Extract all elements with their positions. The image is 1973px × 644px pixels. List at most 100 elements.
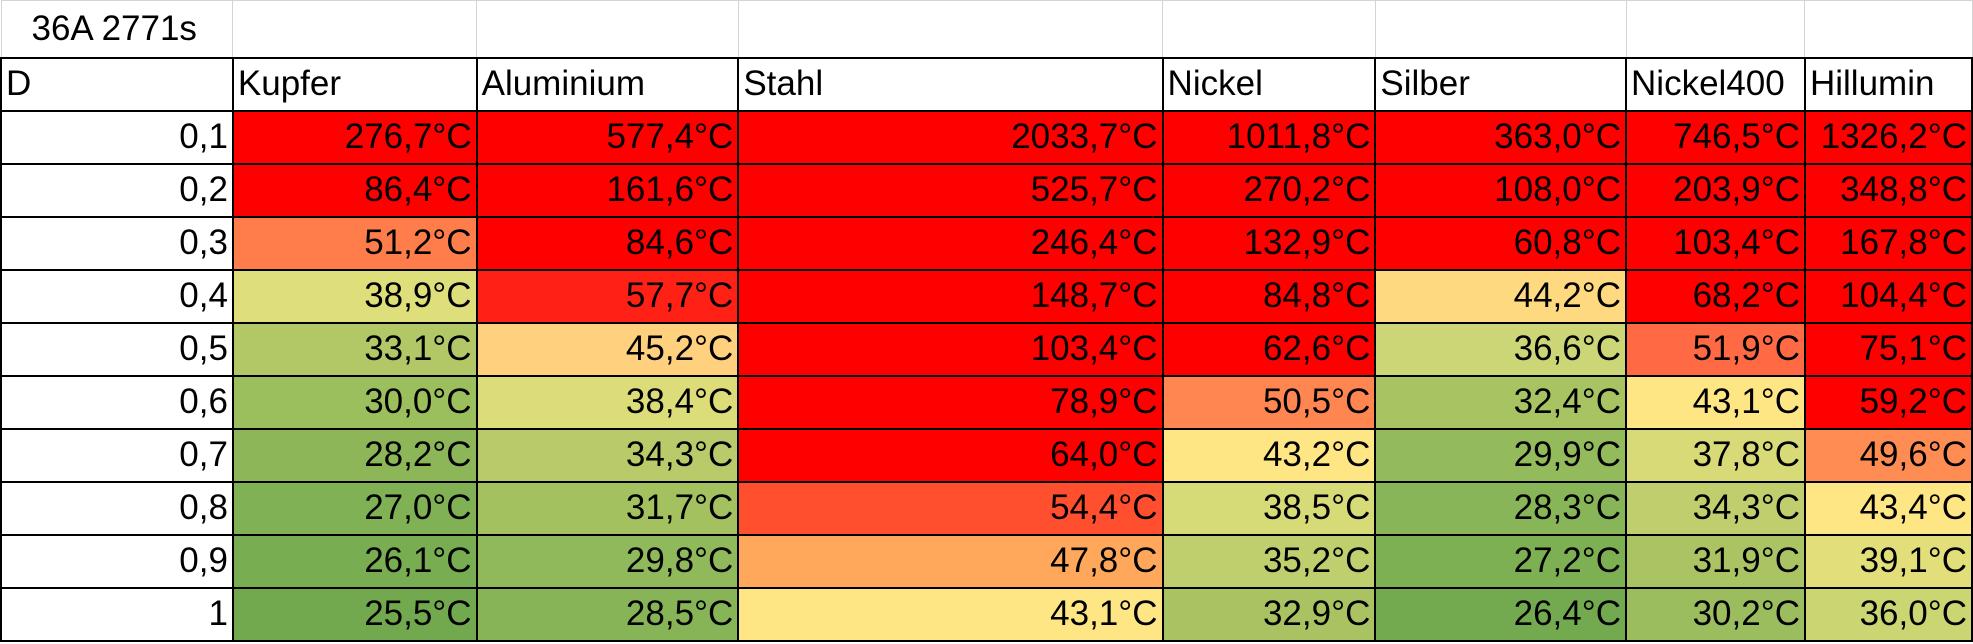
temperature-cell[interactable]: 132,9°C [1161, 215, 1377, 271]
header-cell-aluminium[interactable]: Aluminium [475, 56, 740, 112]
temperature-cell[interactable]: 64,0°C [737, 427, 1164, 483]
temperature-cell[interactable]: 43,4°C [1803, 480, 1973, 536]
temperature-cell[interactable]: 203,9°C [1625, 162, 1806, 218]
temperature-cell[interactable]: 246,4°C [737, 215, 1164, 271]
temperature-cell[interactable]: 30,0°C [231, 374, 478, 430]
header-cell-d[interactable]: D [0, 56, 234, 112]
temperature-cell[interactable]: 31,9°C [1625, 533, 1806, 589]
temperature-cell[interactable]: 276,7°C [231, 109, 478, 165]
temperature-cell[interactable]: 363,0°C [1374, 109, 1628, 165]
temperature-cell[interactable]: 36,0°C [1803, 586, 1973, 642]
empty-cell[interactable] [1374, 0, 1627, 58]
temperature-cell[interactable]: 28,5°C [475, 586, 740, 642]
temperature-cell[interactable]: 270,2°C [1161, 162, 1377, 218]
temperature-cell[interactable]: 29,8°C [475, 533, 740, 589]
temperature-cell[interactable]: 25,5°C [231, 586, 478, 642]
temperature-cell[interactable]: 75,1°C [1803, 321, 1973, 377]
row-label-cell[interactable]: 1 [0, 586, 234, 642]
temperature-cell[interactable]: 27,2°C [1374, 533, 1628, 589]
header-cell-hillumin[interactable]: Hillumin [1803, 56, 1973, 112]
temperature-cell[interactable]: 49,6°C [1803, 427, 1973, 483]
temperature-cell[interactable]: 161,6°C [475, 162, 740, 218]
table-row: 0,1 276,7°C 577,4°C 2033,7°C 1011,8°C 363,0°C… [0, 109, 1973, 165]
table-row: 1 25,5°C 28,5°C 43,1°C 32,9°C 26,4°C 30,2°C 36,… [0, 586, 1973, 642]
temperature-cell[interactable]: 103,4°C [1625, 215, 1806, 271]
row-label-cell[interactable]: 0,3 [0, 215, 234, 271]
temperature-cell[interactable]: 32,4°C [1374, 374, 1628, 430]
temperature-cell[interactable]: 26,1°C [231, 533, 478, 589]
temperature-cell[interactable]: 27,0°C [231, 480, 478, 536]
temperature-cell[interactable]: 103,4°C [737, 321, 1164, 377]
temperature-cell[interactable]: 32,9°C [1161, 586, 1377, 642]
temperature-cell[interactable]: 34,3°C [1625, 480, 1806, 536]
temperature-cell[interactable]: 43,2°C [1161, 427, 1377, 483]
temperature-cell[interactable]: 43,1°C [737, 586, 1164, 642]
header-cell-stahl[interactable]: Stahl [737, 56, 1164, 112]
temperature-cell[interactable]: 1326,2°C [1803, 109, 1973, 165]
temperature-cell[interactable]: 108,0°C [1374, 162, 1628, 218]
header-cell-nickel[interactable]: Nickel [1161, 56, 1377, 112]
table-row: 0,8 27,0°C 31,7°C 54,4°C 38,5°C 28,3°C 34,3°C 4… [0, 480, 1973, 536]
row-label-cell[interactable]: 0,4 [0, 268, 234, 324]
temperature-cell[interactable]: 84,6°C [475, 215, 740, 271]
temperature-cell[interactable]: 38,9°C [231, 268, 478, 324]
header-row: D Kupfer Aluminium Stahl Nickel Silber N… [0, 56, 1973, 112]
temperature-cell[interactable]: 38,4°C [475, 374, 740, 430]
temperature-cell[interactable]: 37,8°C [1625, 427, 1806, 483]
temperature-cell[interactable]: 86,4°C [231, 162, 478, 218]
row-label-cell[interactable]: 0,2 [0, 162, 234, 218]
row-label-cell[interactable]: 0,1 [0, 109, 234, 165]
header-cell-kupfer[interactable]: Kupfer [231, 56, 478, 112]
temperature-cell[interactable]: 35,2°C [1161, 533, 1377, 589]
header-cell-nickel400[interactable]: Nickel400 [1625, 56, 1806, 112]
empty-cell[interactable] [1162, 0, 1376, 58]
temperature-cell[interactable]: 28,3°C [1374, 480, 1628, 536]
temperature-cell[interactable]: 30,2°C [1625, 586, 1806, 642]
temperature-cell[interactable]: 36,6°C [1374, 321, 1628, 377]
row-label-cell[interactable]: 0,6 [0, 374, 234, 430]
temperature-cell[interactable]: 104,4°C [1803, 268, 1973, 324]
row-label-cell[interactable]: 0,8 [0, 480, 234, 536]
temperature-cell[interactable]: 348,8°C [1803, 162, 1973, 218]
empty-cell[interactable] [737, 0, 1164, 58]
temperature-cell[interactable]: 45,2°C [475, 321, 740, 377]
empty-cell[interactable] [232, 0, 478, 58]
row-label-cell[interactable]: 0,9 [0, 533, 234, 589]
temperature-cell[interactable]: 50,5°C [1161, 374, 1377, 430]
temperature-cell[interactable]: 43,1°C [1625, 374, 1806, 430]
temperature-cell[interactable]: 2033,7°C [737, 109, 1164, 165]
temperature-cell[interactable]: 57,7°C [475, 268, 740, 324]
empty-cell[interactable] [1625, 0, 1806, 58]
temperature-cell[interactable]: 1011,8°C [1161, 109, 1377, 165]
empty-cell[interactable] [1804, 0, 1973, 58]
temperature-cell[interactable]: 34,3°C [475, 427, 740, 483]
temperature-cell[interactable]: 148,7°C [737, 268, 1164, 324]
temperature-cell[interactable]: 62,6°C [1161, 321, 1377, 377]
temperature-cell[interactable]: 78,9°C [737, 374, 1164, 430]
temperature-cell[interactable]: 68,2°C [1625, 268, 1806, 324]
temperature-cell[interactable]: 47,8°C [737, 533, 1164, 589]
temperature-cell[interactable]: 44,2°C [1374, 268, 1628, 324]
temperature-cell[interactable]: 38,5°C [1161, 480, 1377, 536]
temperature-cell[interactable]: 51,2°C [231, 215, 478, 271]
row-label-cell[interactable]: 0,5 [0, 321, 234, 377]
temperature-cell[interactable]: 59,2°C [1803, 374, 1973, 430]
temperature-cell[interactable]: 60,8°C [1374, 215, 1628, 271]
temperature-cell[interactable]: 525,7°C [737, 162, 1164, 218]
empty-cell[interactable] [476, 0, 739, 58]
temperature-cell[interactable]: 29,9°C [1374, 427, 1628, 483]
temperature-cell[interactable]: 167,8°C [1803, 215, 1973, 271]
temperature-cell[interactable]: 28,2°C [231, 427, 478, 483]
temperature-cell[interactable]: 577,4°C [475, 109, 740, 165]
sheet-title-cell[interactable]: 36A 2771s [0, 0, 234, 58]
temperature-cell[interactable]: 54,4°C [737, 480, 1164, 536]
header-cell-silber[interactable]: Silber [1374, 56, 1628, 112]
temperature-cell[interactable]: 33,1°C [231, 321, 478, 377]
row-label-cell[interactable]: 0,7 [0, 427, 234, 483]
temperature-cell[interactable]: 39,1°C [1803, 533, 1973, 589]
temperature-cell[interactable]: 26,4°C [1374, 586, 1628, 642]
temperature-cell[interactable]: 746,5°C [1625, 109, 1806, 165]
temperature-cell[interactable]: 31,7°C [475, 480, 740, 536]
temperature-cell[interactable]: 51,9°C [1625, 321, 1806, 377]
temperature-cell[interactable]: 84,8°C [1161, 268, 1377, 324]
